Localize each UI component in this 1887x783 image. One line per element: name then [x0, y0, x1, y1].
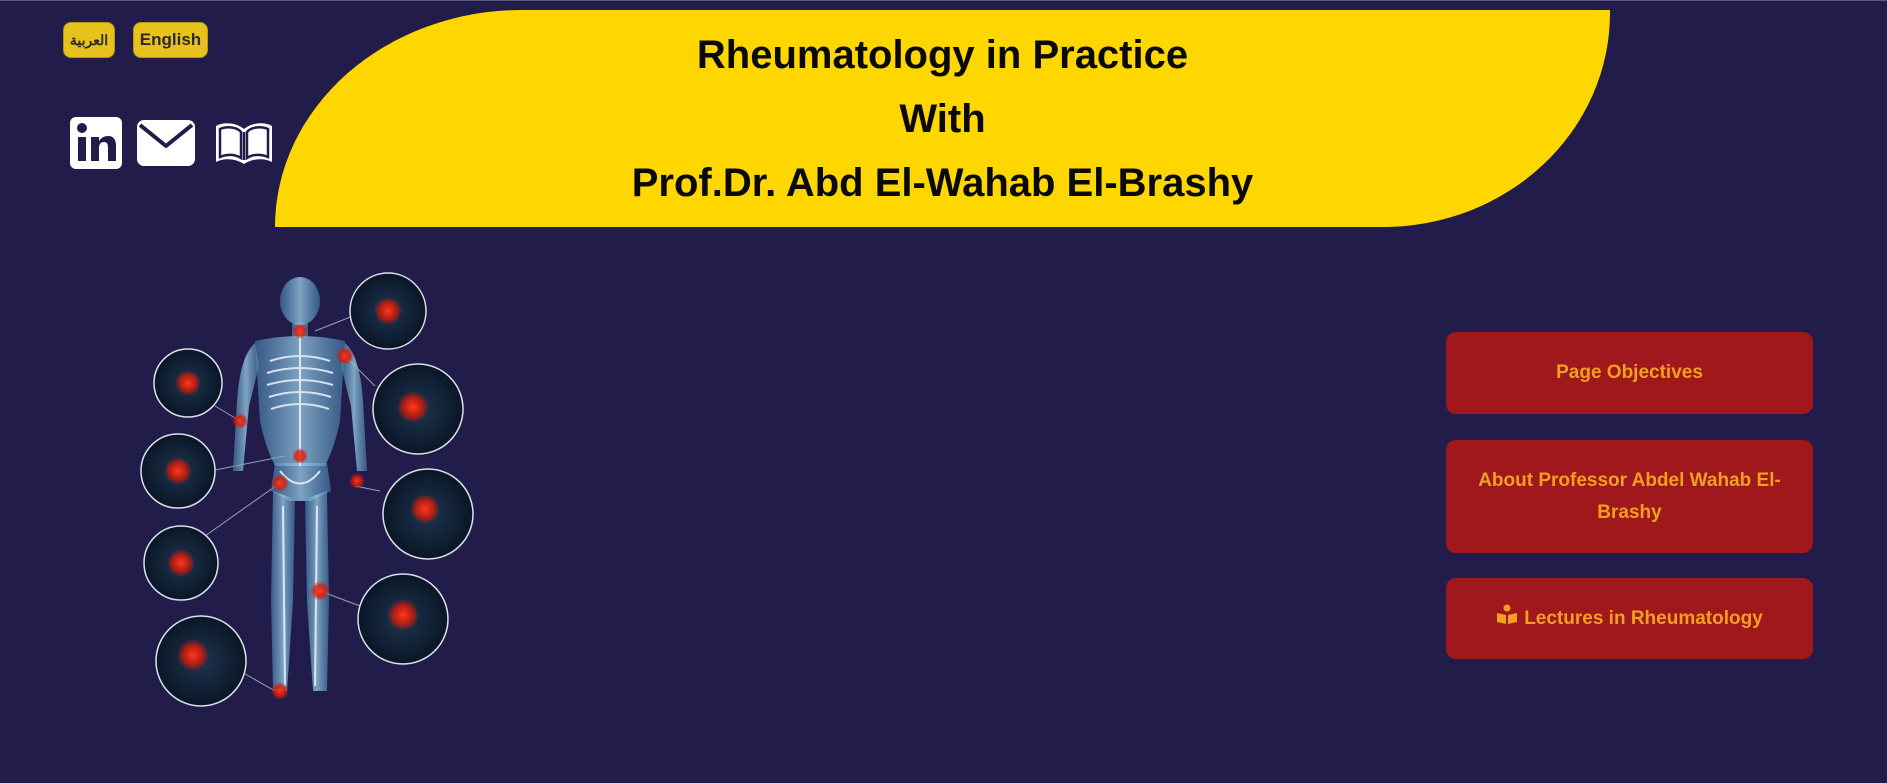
book-link[interactable] [213, 120, 275, 166]
lectures-label: Lectures in Rheumatology [1524, 607, 1763, 629]
lectures-button[interactable]: Lectures in Rheumatology [1446, 578, 1813, 659]
page-objectives-button[interactable]: Page Objectives [1446, 332, 1813, 414]
reading-person-icon [1496, 603, 1518, 635]
banner-professor-name: Prof.Dr. Abd El-Wahab El-Brashy [631, 160, 1254, 205]
skeleton-joints-illustration [135, 271, 480, 741]
title-banner: Rheumatology in Practice With Prof.Dr. A… [275, 10, 1610, 227]
mail-icon [137, 120, 195, 166]
arabic-language-button[interactable]: العربية [63, 22, 115, 58]
open-book-icon [216, 123, 272, 164]
human-figure [232, 277, 367, 700]
about-professor-button[interactable]: About Professor Abdel Wahab El-Brashy [1446, 440, 1813, 553]
email-link[interactable] [137, 120, 195, 166]
english-language-button[interactable]: English [133, 22, 208, 58]
linkedin-link[interactable] [70, 117, 122, 169]
about-professor-label: About Professor Abdel Wahab El-Brashy [1478, 469, 1781, 523]
joint-detail-circles [140, 272, 474, 707]
banner-with: With [899, 96, 986, 141]
banner-title: Rheumatology in Practice [696, 32, 1189, 77]
page-objectives-label: Page Objectives [1556, 362, 1703, 383]
linkedin-icon [70, 117, 122, 169]
social-links [70, 117, 275, 169]
